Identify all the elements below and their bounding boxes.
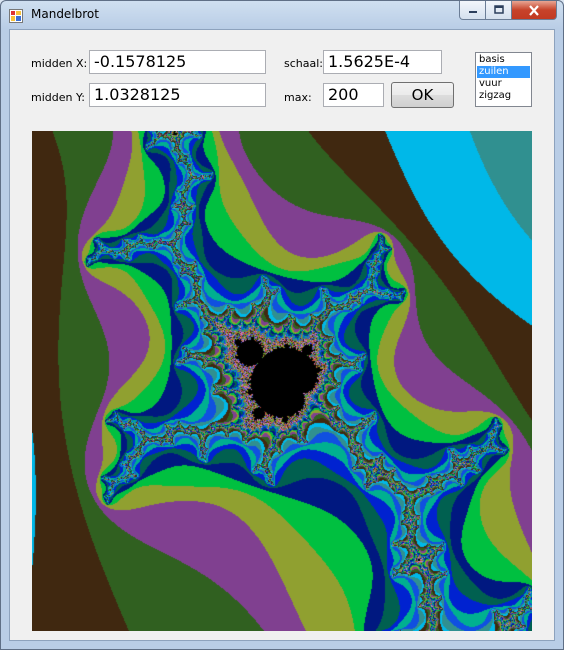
- ok-button[interactable]: OK: [391, 82, 454, 108]
- app-icon: [9, 8, 23, 23]
- close-icon: [529, 4, 539, 16]
- palette-option-vuur[interactable]: vuur: [479, 78, 502, 89]
- palette-option-zuilen[interactable]: zuilen: [477, 66, 530, 78]
- midden-y-input[interactable]: 1.0328125: [89, 83, 266, 107]
- max-input[interactable]: 200: [323, 83, 384, 107]
- minimize-icon: [468, 11, 477, 13]
- mandelbrot-image[interactable]: [32, 131, 532, 631]
- title-bar[interactable]: Mandelbrot: [1, 1, 563, 29]
- schaal-label: schaal:: [284, 57, 323, 70]
- mandelbrot-canvas[interactable]: [32, 131, 532, 631]
- schaal-input[interactable]: 1.5625E-4: [323, 50, 442, 74]
- maximize-icon: [493, 5, 504, 14]
- palette-option-basis[interactable]: basis: [479, 54, 505, 65]
- midden-x-label: midden X:: [31, 57, 88, 70]
- client-area: midden X: -0.1578125 midden Y: 1.0328125…: [9, 29, 555, 641]
- palette-listbox[interactable]: basis zuilen vuur zigzag: [475, 52, 532, 107]
- palette-option-zigzag[interactable]: zigzag: [479, 90, 512, 101]
- minimize-button[interactable]: [459, 1, 486, 20]
- midden-x-input[interactable]: -0.1578125: [89, 50, 266, 74]
- midden-y-label: midden Y:: [31, 91, 85, 104]
- close-button[interactable]: [512, 1, 557, 20]
- maximize-button[interactable]: [486, 1, 512, 20]
- window-title: Mandelbrot: [31, 7, 99, 21]
- max-label: max:: [284, 91, 312, 104]
